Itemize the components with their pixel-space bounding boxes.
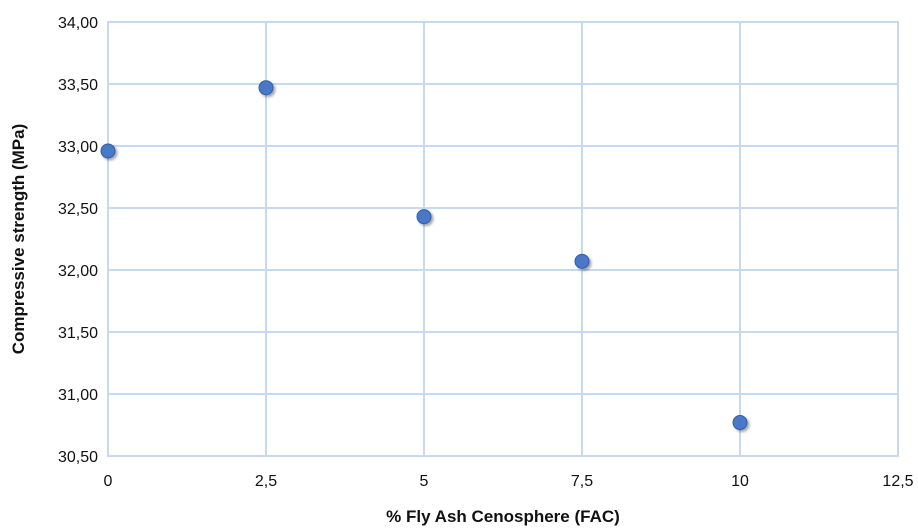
x-axis-title: % Fly Ash Cenosphere (FAC): [386, 507, 620, 526]
data-point: [732, 415, 748, 431]
data-point: [574, 253, 590, 269]
data-point: [416, 209, 432, 225]
y-tick-label: 34,00: [58, 15, 98, 32]
data-point: [258, 80, 274, 96]
x-tick-label: 5: [420, 473, 429, 490]
y-tick-label: 31,00: [58, 387, 98, 404]
y-axis-title: Compressive strength (MPa): [9, 124, 28, 355]
y-tick-label: 30,50: [58, 449, 98, 466]
grid-layer: [107, 21, 899, 457]
y-tick-label: 32,50: [58, 201, 98, 218]
x-tick-label: 10: [731, 473, 749, 490]
labels-layer: 0 2,5 5 7,5 10 12,5 30,50 31,00 31,50 32,00 32,50 3…: [58, 15, 914, 490]
y-tick-label: 33,50: [58, 77, 98, 94]
data-point: [100, 143, 116, 159]
plot-border: [107, 21, 899, 457]
y-tick-label: 31,50: [58, 325, 98, 342]
x-tick-label: 12,5: [882, 473, 913, 490]
x-tick-label: 0: [104, 473, 113, 490]
x-tick-label: 7,5: [571, 473, 593, 490]
y-tick-label: 33,00: [58, 139, 98, 156]
points-layer: [100, 80, 748, 431]
x-tick-label: 2,5: [255, 473, 277, 490]
y-tick-label: 32,00: [58, 263, 98, 280]
